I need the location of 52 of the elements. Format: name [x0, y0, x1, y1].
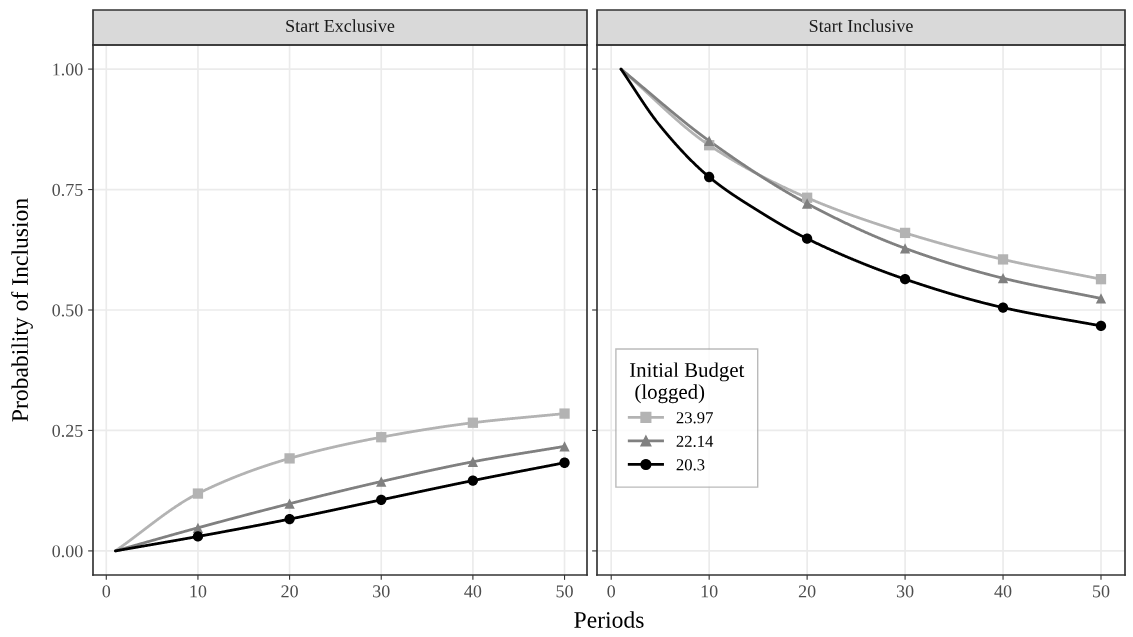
point	[467, 417, 479, 428]
point	[192, 488, 204, 499]
x-tick-label: 10	[701, 585, 718, 598]
point	[899, 243, 911, 254]
point	[997, 302, 1009, 313]
point	[467, 475, 479, 486]
point	[376, 432, 387, 443]
point	[284, 498, 295, 509]
x-tick-label: 50	[1093, 585, 1110, 598]
y-tick-label: 1.00	[53, 63, 83, 76]
y-tick-label: 0.75	[52, 183, 83, 197]
point	[559, 457, 570, 468]
point	[997, 273, 1009, 284]
y-tick-label: 0.50	[52, 304, 83, 317]
x-tick-label: 0	[607, 585, 616, 598]
point	[284, 453, 295, 464]
point	[997, 254, 1009, 265]
x-axis-title: Periods	[574, 611, 644, 628]
point	[1095, 293, 1107, 304]
point	[704, 135, 715, 147]
legend-title: Initial Budget (logged)	[629, 362, 745, 404]
x-tick-label: 0	[102, 585, 111, 598]
point	[376, 476, 387, 487]
y-axis-title: Probability of Inclusion	[11, 198, 33, 422]
x-tick-label: 40	[464, 585, 482, 598]
chart-title: Start Inclusive	[809, 19, 913, 33]
x-tick-label: 10	[190, 585, 207, 598]
x-tick-label: 30	[896, 585, 914, 598]
point	[559, 408, 570, 419]
chart-title: Start Exclusive	[286, 19, 395, 33]
point	[467, 456, 479, 467]
legend-label: 20.3	[676, 459, 705, 471]
x-tick-label: 30	[373, 585, 390, 598]
x-tick-label: 50	[556, 585, 573, 598]
point	[376, 494, 387, 505]
legend-label: 22.14	[676, 435, 714, 447]
x-tick-label: 20	[798, 585, 816, 598]
x-tick-label: 20	[281, 585, 298, 598]
point	[899, 274, 911, 285]
point	[192, 531, 204, 542]
point	[899, 227, 911, 239]
legend-label: 23.97	[676, 412, 713, 424]
point	[704, 171, 715, 183]
x-tick-label: 40	[994, 585, 1012, 598]
point	[1095, 274, 1107, 285]
point	[1095, 320, 1107, 332]
point	[801, 198, 813, 209]
point	[284, 513, 295, 525]
y-tick-label: 0.25	[52, 424, 83, 437]
y-tick-label: 0.00	[52, 545, 83, 558]
point	[801, 233, 813, 244]
point	[559, 441, 570, 452]
